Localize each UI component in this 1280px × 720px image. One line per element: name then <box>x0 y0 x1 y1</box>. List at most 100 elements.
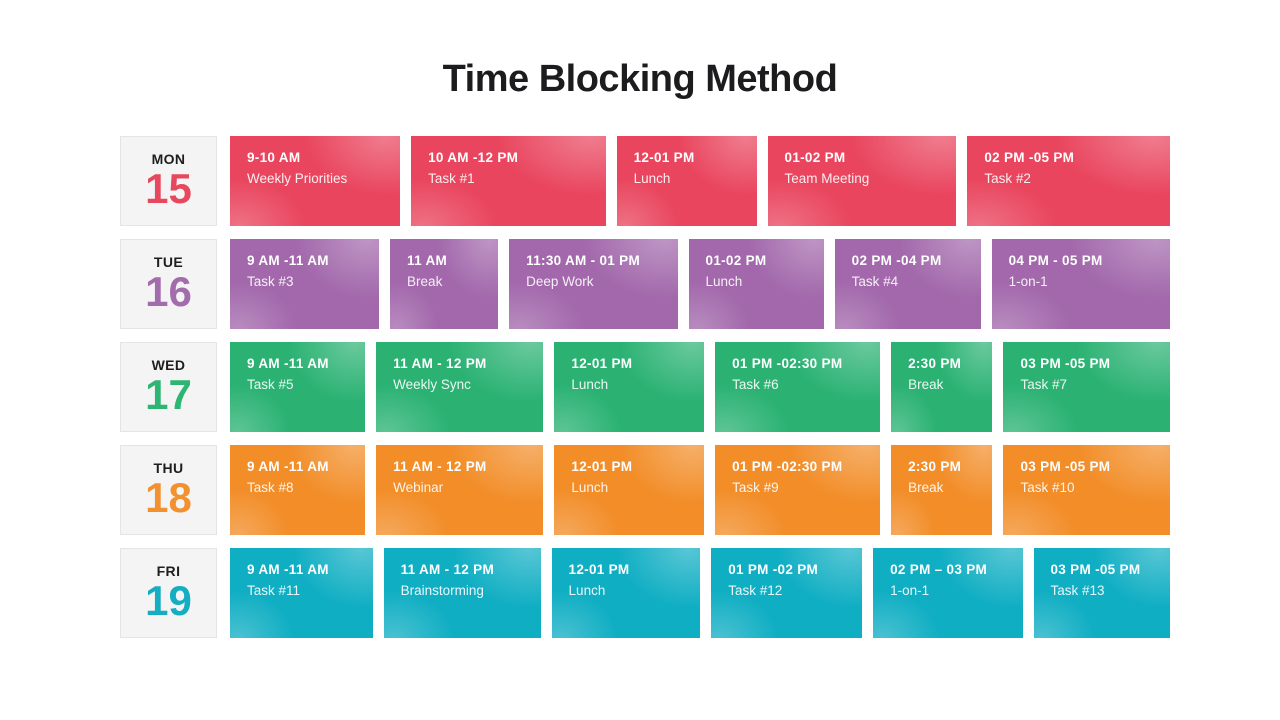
time-block-time: 02 PM -04 PM <box>851 253 942 268</box>
time-block-label: Task #4 <box>851 274 899 289</box>
time-block: 9-10 AM Weekly Priorities <box>230 136 400 226</box>
time-block-label: Task #8 <box>247 480 294 495</box>
time-block-time: 01-02 PM <box>784 150 846 165</box>
time-block: 02 PM – 03 PM 1-on-1 <box>873 548 1022 638</box>
day-row-tue: TUE 16 9 AM -11 AM Task #3 11 AM Break 11:30 A… <box>120 239 1170 329</box>
time-block: 01 PM -02:30 PM Task #9 <box>715 445 880 535</box>
time-block-time: 11 AM - 12 PM <box>393 459 487 474</box>
day-row-mon: MON 15 9-10 AM Weekly Priorities 10 AM -12 P… <box>120 136 1170 226</box>
time-block-time: 12-01 PM <box>568 562 630 577</box>
day-card-fri: FRI 19 <box>120 548 217 638</box>
time-block: 12-01 PM Lunch <box>554 445 704 535</box>
time-block: 2:30 PM Break <box>891 445 992 535</box>
time-block: 10 AM -12 PM Task #1 <box>411 136 606 226</box>
time-block: 04 PM - 05 PM 1-on-1 <box>992 239 1170 329</box>
time-block-time: 9 AM -11 AM <box>247 356 329 371</box>
time-block: 01 PM -02 PM Task #12 <box>711 548 862 638</box>
time-block: 11 AM Break <box>390 239 498 329</box>
time-block-time: 9 AM -11 AM <box>247 253 329 268</box>
time-block-time: 2:30 PM <box>908 459 962 474</box>
time-block-label: Break <box>908 480 944 495</box>
time-block-time: 01 PM -02 PM <box>728 562 819 577</box>
time-block-time: 03 PM -05 PM <box>1050 562 1141 577</box>
time-block-label: Task #6 <box>732 377 779 392</box>
time-block-label: Deep Work <box>526 274 594 289</box>
time-block-label: Lunch <box>633 171 671 186</box>
time-block: 11 AM - 12 PM Brainstorming <box>384 548 541 638</box>
time-block-time: 2:30 PM <box>908 356 962 371</box>
day-date: 18 <box>145 473 192 521</box>
time-block-label: Task #3 <box>247 274 294 289</box>
time-block-time: 01 PM -02:30 PM <box>732 356 843 371</box>
time-block: 12-01 PM Lunch <box>552 548 701 638</box>
time-block: 03 PM -05 PM Task #13 <box>1034 548 1170 638</box>
time-block-time: 12-01 PM <box>571 459 633 474</box>
time-block-time: 11 AM - 12 PM <box>400 562 494 577</box>
day-date: 16 <box>145 267 192 315</box>
day-blocks: 9 AM -11 AM Task #5 11 AM - 12 PM Weekly Sy… <box>230 342 1170 432</box>
day-blocks: 9 AM -11 AM Task #8 11 AM - 12 PM Webinar 12… <box>230 445 1170 535</box>
time-block-label: Task #12 <box>728 583 783 598</box>
day-row-fri: FRI 19 9 AM -11 AM Task #11 11 AM - 12 PM Bra… <box>120 548 1170 638</box>
day-name: TUE <box>153 253 184 270</box>
time-block: 01-02 PM Team Meeting <box>768 136 957 226</box>
time-block-label: Brainstorming <box>400 583 484 598</box>
time-block-time: 12-01 PM <box>571 356 633 371</box>
time-block-time: 10 AM -12 PM <box>428 150 519 165</box>
time-block: 9 AM -11 AM Task #11 <box>230 548 373 638</box>
day-row-thu: THU 18 9 AM -11 AM Task #8 11 AM - 12 PM Webi… <box>120 445 1170 535</box>
time-block-label: Task #10 <box>1020 480 1075 495</box>
time-block-label: Task #7 <box>1020 377 1067 392</box>
time-block: 11 AM - 12 PM Webinar <box>376 445 543 535</box>
time-block-time: 11:30 AM - 01 PM <box>526 253 641 268</box>
time-block-time: 02 PM -05 PM <box>984 150 1075 165</box>
time-block: 12-01 PM Lunch <box>554 342 704 432</box>
time-block-time: 9 AM -11 AM <box>247 562 329 577</box>
time-block-label: Lunch <box>568 583 606 598</box>
time-block-time: 01-02 PM <box>705 253 767 268</box>
time-block: 03 PM -05 PM Task #7 <box>1003 342 1170 432</box>
time-block-label: Task #5 <box>247 377 294 392</box>
time-block-time: 9-10 AM <box>247 150 301 165</box>
time-block-label: Lunch <box>571 377 609 392</box>
time-block-label: Task #1 <box>428 171 475 186</box>
time-block-label: Break <box>908 377 944 392</box>
time-block-time: 9 AM -11 AM <box>247 459 329 474</box>
day-card-thu: THU 18 <box>120 445 217 535</box>
day-date: 15 <box>145 164 192 212</box>
day-blocks: 9 AM -11 AM Task #11 11 AM - 12 PM Brainsto… <box>230 548 1170 638</box>
time-block-label: Task #13 <box>1050 583 1105 598</box>
time-block-label: Lunch <box>705 274 743 289</box>
time-block-label: Task #2 <box>984 171 1031 186</box>
time-block: 9 AM -11 AM Task #5 <box>230 342 365 432</box>
time-block-time: 11 AM <box>407 253 448 268</box>
time-block: 11:30 AM - 01 PM Deep Work <box>509 239 677 329</box>
time-block: 11 AM - 12 PM Weekly Sync <box>376 342 543 432</box>
time-block-time: 11 AM - 12 PM <box>393 356 487 371</box>
day-card-wed: WED 17 <box>120 342 217 432</box>
day-date: 17 <box>145 370 192 418</box>
time-block-label: Weekly Priorities <box>247 171 348 186</box>
time-block-label: Break <box>407 274 443 289</box>
day-date: 19 <box>145 576 192 624</box>
time-block-label: Lunch <box>571 480 609 495</box>
day-blocks: 9 AM -11 AM Task #3 11 AM Break 11:30 AM - 0… <box>230 239 1170 329</box>
time-block: 03 PM -05 PM Task #10 <box>1003 445 1170 535</box>
time-block-time: 12-01 PM <box>633 150 695 165</box>
time-block-label: Weekly Sync <box>393 377 471 392</box>
time-block: 01 PM -02:30 PM Task #6 <box>715 342 880 432</box>
time-block-time: 01 PM -02:30 PM <box>732 459 843 474</box>
day-name: THU <box>153 459 184 476</box>
time-block: 9 AM -11 AM Task #3 <box>230 239 379 329</box>
time-block-time: 03 PM -05 PM <box>1020 356 1111 371</box>
day-name: FRI <box>156 562 181 579</box>
page-title: Time Blocking Method <box>442 58 838 100</box>
time-block-label: 1-on-1 <box>1008 274 1048 289</box>
time-block-time: 02 PM – 03 PM <box>890 562 988 577</box>
schedule: MON 15 9-10 AM Weekly Priorities 10 AM -12 P… <box>120 136 1170 638</box>
time-block-label: 1-on-1 <box>890 583 930 598</box>
day-name: MON <box>151 150 186 167</box>
time-block: 2:30 PM Break <box>891 342 992 432</box>
time-block: 12-01 PM Lunch <box>617 136 757 226</box>
time-block-time: 04 PM - 05 PM <box>1008 253 1103 268</box>
